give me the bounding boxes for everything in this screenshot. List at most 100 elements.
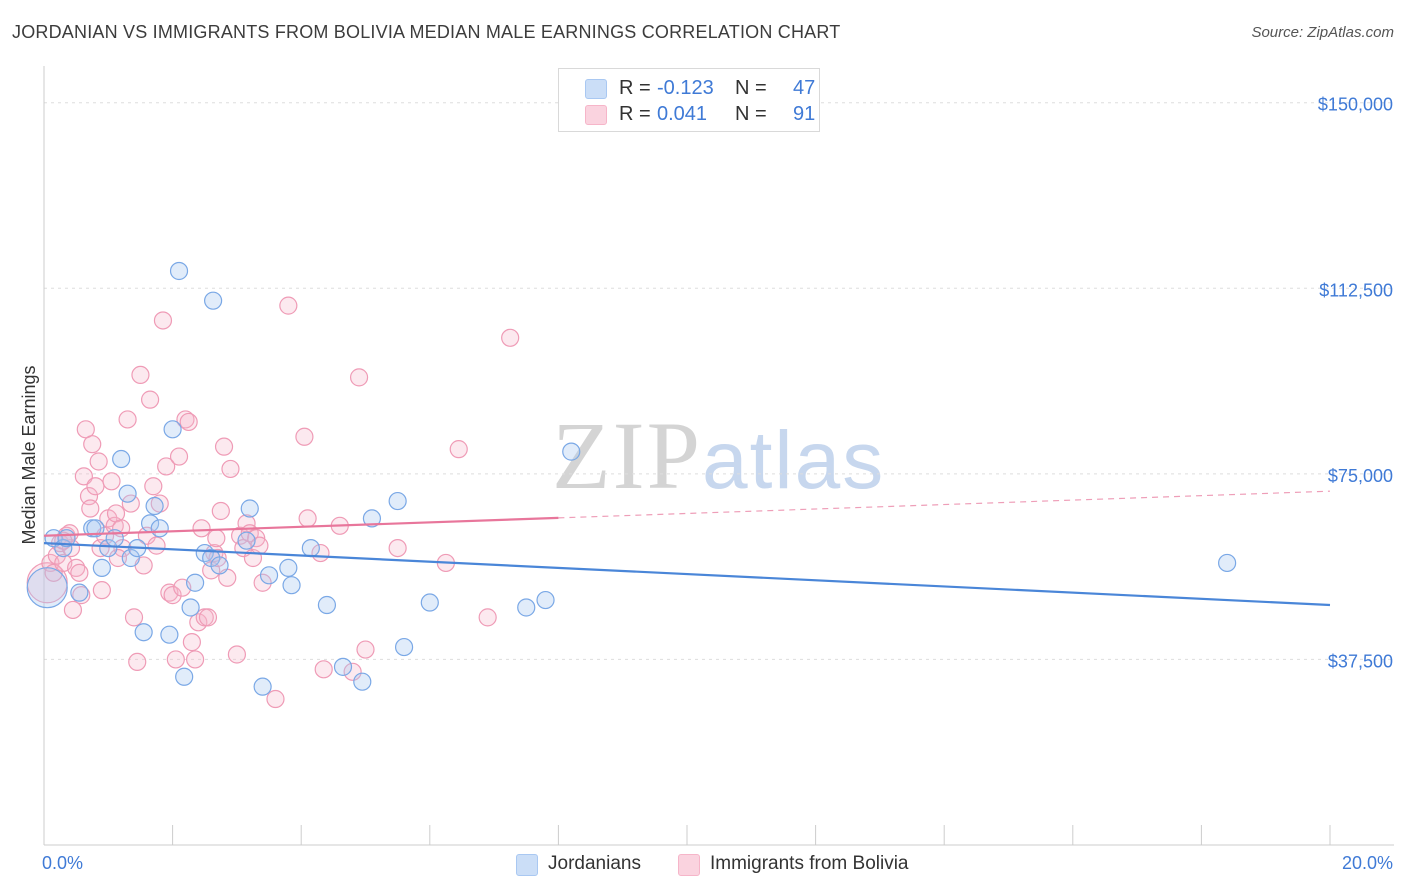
point-bolivia bbox=[295, 427, 314, 446]
point-jordanians bbox=[121, 548, 140, 568]
point-bolivia bbox=[501, 328, 520, 347]
point-jordanians bbox=[26, 567, 68, 609]
bottom-legend-swatch-jordanians bbox=[516, 854, 538, 876]
point-jordanians bbox=[186, 573, 205, 592]
point-bolivia bbox=[67, 558, 86, 577]
point-bolivia bbox=[186, 650, 205, 669]
point-bolivia bbox=[314, 660, 333, 679]
point-jordanians bbox=[118, 484, 137, 503]
bottom-legend-label-bolivia: Immigrants from Bolivia bbox=[710, 853, 909, 874]
point-jordanians bbox=[333, 657, 353, 676]
point-jordanians bbox=[134, 623, 153, 642]
point-jordanians bbox=[237, 531, 256, 550]
point-jordanians bbox=[317, 595, 337, 615]
point-bolivia bbox=[211, 501, 230, 521]
point-jordanians bbox=[163, 420, 182, 439]
point-bolivia bbox=[44, 563, 63, 582]
point-bolivia bbox=[478, 608, 497, 627]
point-bolivia bbox=[63, 600, 83, 620]
point-bolivia bbox=[166, 650, 185, 669]
point-bolivia bbox=[169, 447, 189, 466]
point-jordanians bbox=[279, 558, 298, 577]
y-tick-label: $75,000 bbox=[1328, 466, 1393, 486]
point-bolivia bbox=[92, 581, 111, 600]
point-bolivia bbox=[266, 689, 285, 709]
trend-line-bolivia-extrapolated bbox=[558, 490, 1331, 519]
point-bolivia bbox=[121, 494, 140, 513]
legend-n-label: N = bbox=[735, 103, 767, 125]
trend-line-bolivia bbox=[43, 516, 559, 537]
trend-lines bbox=[43, 490, 1331, 607]
point-jordanians bbox=[536, 590, 555, 610]
legend-r-value: -0.123 bbox=[657, 77, 714, 99]
point-bolivia bbox=[449, 440, 468, 459]
point-jordanians bbox=[362, 509, 382, 528]
point-jordanians bbox=[240, 499, 259, 518]
point-jordanians bbox=[210, 556, 229, 575]
point-bolivia bbox=[298, 509, 317, 528]
data-points bbox=[26, 261, 1237, 709]
legend-swatch-bolivia bbox=[585, 105, 607, 125]
y-tick-label: $150,000 bbox=[1318, 95, 1393, 115]
point-jordanians bbox=[175, 667, 194, 686]
point-bolivia bbox=[86, 477, 105, 496]
point-bolivia bbox=[182, 633, 201, 652]
watermark-atlas: atlas bbox=[702, 415, 886, 506]
tick-labels: $37,500 $75,000 $112,500 $150,000 0.0% 20.0% M… bbox=[19, 95, 1393, 873]
point-jordanians bbox=[517, 598, 536, 617]
point-bolivia bbox=[144, 477, 163, 496]
point-jordanians bbox=[92, 558, 111, 577]
point-bolivia bbox=[26, 562, 68, 604]
point-jordanians bbox=[181, 598, 200, 617]
point-jordanians bbox=[353, 672, 372, 691]
y-axis-label: Median Male Earnings bbox=[19, 365, 39, 544]
source-credit: Source: ZipAtlas.com bbox=[1251, 24, 1394, 41]
legend-n-label: N = bbox=[735, 77, 767, 99]
correlation-legend: R = -0.123 N = 47 R = 0.041 N = 91 bbox=[558, 68, 820, 132]
point-jordanians bbox=[301, 538, 320, 558]
point-bolivia bbox=[214, 437, 234, 456]
point-jordanians bbox=[160, 625, 179, 644]
point-jordanians bbox=[112, 449, 131, 469]
legend-r-label: R = bbox=[619, 77, 651, 99]
point-bolivia bbox=[118, 410, 137, 429]
trend-line-jordanians bbox=[43, 542, 1331, 607]
point-bolivia bbox=[131, 365, 150, 385]
point-jordanians bbox=[282, 576, 301, 595]
point-bolivia bbox=[227, 645, 246, 664]
point-bolivia bbox=[221, 459, 240, 479]
point-jordanians bbox=[394, 637, 414, 657]
point-bolivia bbox=[253, 573, 272, 592]
point-bolivia bbox=[179, 412, 198, 432]
axes bbox=[43, 66, 1394, 846]
point-jordanians bbox=[99, 538, 118, 558]
point-bolivia bbox=[128, 652, 147, 672]
point-bolivia bbox=[147, 536, 166, 555]
point-bolivia bbox=[102, 472, 121, 491]
point-bolivia bbox=[74, 467, 93, 486]
legend-n-value: 91 bbox=[793, 103, 816, 125]
bottom-legend-label-jordanians: Jordanians bbox=[548, 853, 641, 874]
y-tick-label: $37,500 bbox=[1328, 651, 1393, 671]
point-jordanians bbox=[86, 519, 105, 538]
point-jordanians bbox=[388, 491, 407, 511]
point-jordanians bbox=[145, 496, 164, 516]
point-bolivia bbox=[124, 608, 144, 627]
point-jordanians bbox=[420, 593, 439, 612]
x-tick-label-max: 20.0% bbox=[1342, 853, 1393, 873]
point-bolivia bbox=[207, 529, 226, 548]
watermark-zip: ZIP bbox=[552, 402, 702, 509]
zipatlas-watermark: ZIPatlas bbox=[552, 400, 885, 511]
point-bolivia bbox=[140, 390, 160, 409]
point-bolivia bbox=[388, 538, 407, 558]
legend-r-label: R = bbox=[619, 103, 651, 125]
point-bolivia bbox=[83, 435, 102, 454]
point-bolivia bbox=[72, 586, 91, 605]
point-bolivia bbox=[198, 608, 218, 627]
point-bolivia bbox=[176, 410, 195, 429]
legend-r-value: 0.041 bbox=[657, 103, 708, 125]
point-jordanians bbox=[169, 261, 189, 281]
point-bolivia bbox=[157, 457, 176, 476]
point-bolivia bbox=[356, 640, 375, 659]
